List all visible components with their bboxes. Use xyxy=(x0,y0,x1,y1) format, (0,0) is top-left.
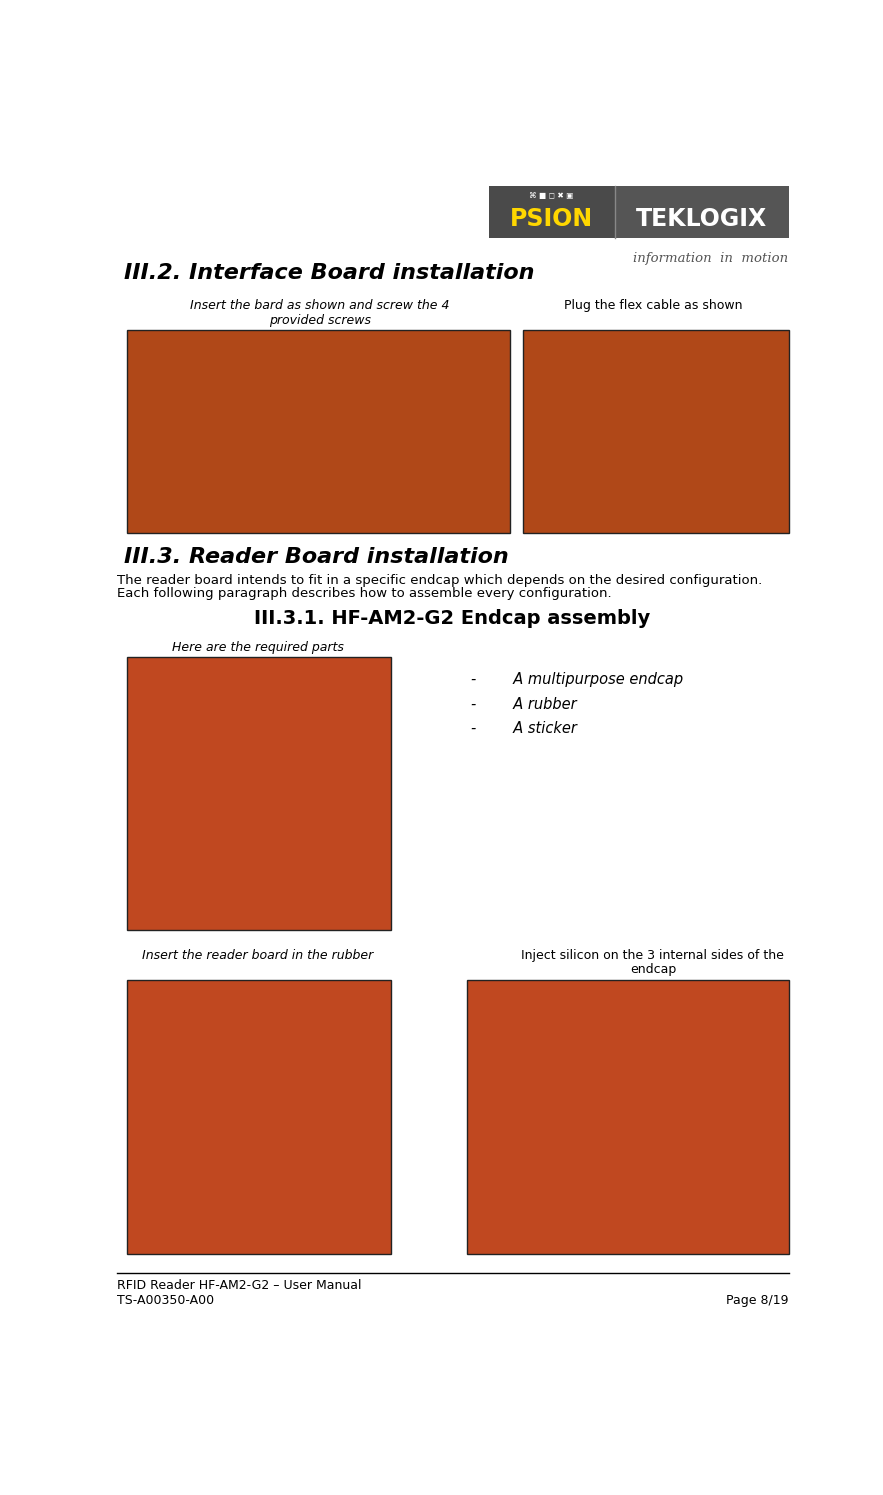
Text: Page 8/19: Page 8/19 xyxy=(726,1295,789,1307)
Bar xyxy=(488,185,615,238)
Text: -        A sticker: - A sticker xyxy=(471,722,577,737)
Bar xyxy=(127,981,391,1253)
Text: TS-A00350-A00: TS-A00350-A00 xyxy=(117,1295,214,1307)
Text: Inject silicon on the 3 internal sides of the: Inject silicon on the 3 internal sides o… xyxy=(522,949,784,963)
Text: III.3.1. HF-AM2-G2 Endcap assembly: III.3.1. HF-AM2-G2 Endcap assembly xyxy=(254,608,650,628)
Bar xyxy=(127,329,509,532)
Text: ⌘ ■ ◻ ✖ ▣: ⌘ ■ ◻ ✖ ▣ xyxy=(530,191,574,200)
Bar xyxy=(615,185,789,238)
Text: -        A multipurpose endcap: - A multipurpose endcap xyxy=(471,673,683,688)
Text: Plug the flex cable as shown: Plug the flex cable as shown xyxy=(563,299,742,312)
Text: TEKLOGIX: TEKLOGIX xyxy=(636,208,767,232)
Text: information  in  motion: information in motion xyxy=(633,251,789,265)
Text: III.3. Reader Board installation: III.3. Reader Board installation xyxy=(125,547,509,568)
Text: RFID Reader HF-AM2-G2 – User Manual: RFID Reader HF-AM2-G2 – User Manual xyxy=(117,1278,361,1292)
Text: Insert the reader board in the rubber: Insert the reader board in the rubber xyxy=(142,949,374,963)
Text: -        A rubber: - A rubber xyxy=(471,697,577,712)
Bar xyxy=(524,329,789,532)
Text: III.2. Interface Board installation: III.2. Interface Board installation xyxy=(125,263,535,283)
Bar xyxy=(467,981,789,1253)
Text: PSION: PSION xyxy=(510,208,593,232)
Text: endcap: endcap xyxy=(630,963,676,976)
Bar xyxy=(127,656,391,930)
Text: Each following paragraph describes how to assemble every configuration.: Each following paragraph describes how t… xyxy=(117,588,611,601)
Text: The reader board intends to fit in a specific endcap which depends on the desire: The reader board intends to fit in a spe… xyxy=(117,574,762,586)
Text: Here are the required parts: Here are the required parts xyxy=(171,641,343,655)
Text: Insert the bard as shown and screw the 4
provided screws: Insert the bard as shown and screw the 4… xyxy=(190,299,449,327)
